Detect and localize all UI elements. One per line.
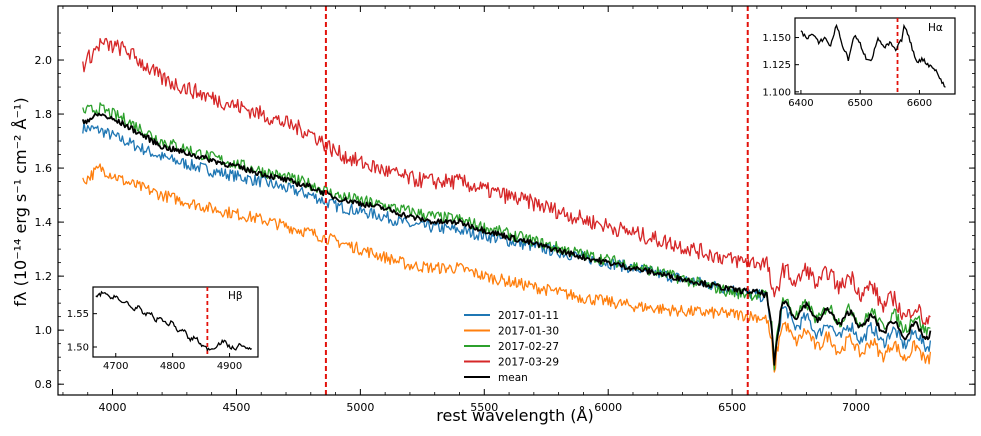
legend-label-2017-03-29: 2017-03-29 (498, 357, 559, 369)
legend-label-mean: mean (498, 372, 528, 384)
inset-halpha-y-tick-label: 1.150 (762, 33, 791, 44)
y-tick-label: 1.8 (35, 108, 53, 121)
series-line-mean (81, 112, 932, 366)
x-tick-label: 5000 (346, 401, 374, 414)
inset-hbeta-x-tick-label: 4700 (103, 361, 128, 372)
x-tick-label: 6500 (718, 401, 746, 414)
inset-halpha-curve (800, 23, 946, 88)
series-line-2017-01-11 (82, 122, 932, 365)
inset-hbeta-line-label: Hβ (228, 290, 243, 302)
x-tick-label: 6000 (594, 401, 622, 414)
x-tick-label: 5500 (470, 401, 498, 414)
y-tick-label: 1.0 (35, 324, 53, 337)
y-tick-label: 1.2 (35, 270, 53, 283)
inset-halpha: Hα 6400 6500 6600 1.100 1.125 1.150 (762, 17, 956, 109)
inset-halpha-line-label: Hα (928, 22, 943, 34)
legend-label-2017-02-27: 2017-02-27 (498, 341, 559, 353)
legend: 2017-01-11 2017-01-30 2017-02-27 2017-03-29… (464, 310, 559, 384)
series-line-2017-03-29 (82, 37, 931, 326)
inset-hbeta-x-tick-label: 4800 (160, 361, 185, 372)
inset-halpha-x-tick-label: 6600 (907, 98, 932, 109)
inset-halpha-y-tick-label: 1.125 (762, 60, 791, 71)
legend-label-2017-01-30: 2017-01-30 (498, 326, 559, 338)
x-tick-label: 4000 (99, 401, 127, 414)
legend-label-2017-01-11: 2017-01-11 (498, 310, 559, 322)
plot-frame (57, 5, 976, 396)
inset-hbeta-x-tick-label: 4900 (217, 361, 242, 372)
x-tick-label: 7000 (842, 401, 870, 414)
y-tick-label: 1.6 (35, 162, 53, 175)
inset-hbeta-frame (92, 286, 259, 358)
inset-halpha-x-tick-label: 6500 (847, 98, 872, 109)
inset-hbeta-y-tick-label: 1.55 (67, 309, 89, 320)
inset-hbeta: Hβ 4700 4800 4900 1.50 1.55 (67, 286, 259, 372)
inset-hbeta-y-tick-label: 1.50 (67, 343, 89, 354)
series-line-2017-01-30 (82, 163, 932, 373)
main-axes: 4000 4500 5000 5500 6000 6500 7000 0.8 1.0 1.2 1.4… (35, 5, 976, 414)
y-tick-label: 1.4 (35, 216, 53, 229)
y-tick-label: 0.8 (35, 378, 53, 391)
inset-halpha-frame (794, 17, 956, 95)
y-axis-label: fλ (10⁻¹⁴ erg s⁻¹ cm⁻² Å⁻¹) (11, 97, 30, 306)
inset-halpha-y-tick-label: 1.100 (762, 87, 791, 98)
inset-halpha-x-tick-label: 6400 (788, 98, 813, 109)
x-axis-label: rest wavelength (Å) (436, 406, 593, 425)
y-tick-label: 2.0 (35, 54, 53, 67)
x-tick-label: 4500 (222, 401, 250, 414)
inset-hbeta-curve (95, 290, 253, 352)
